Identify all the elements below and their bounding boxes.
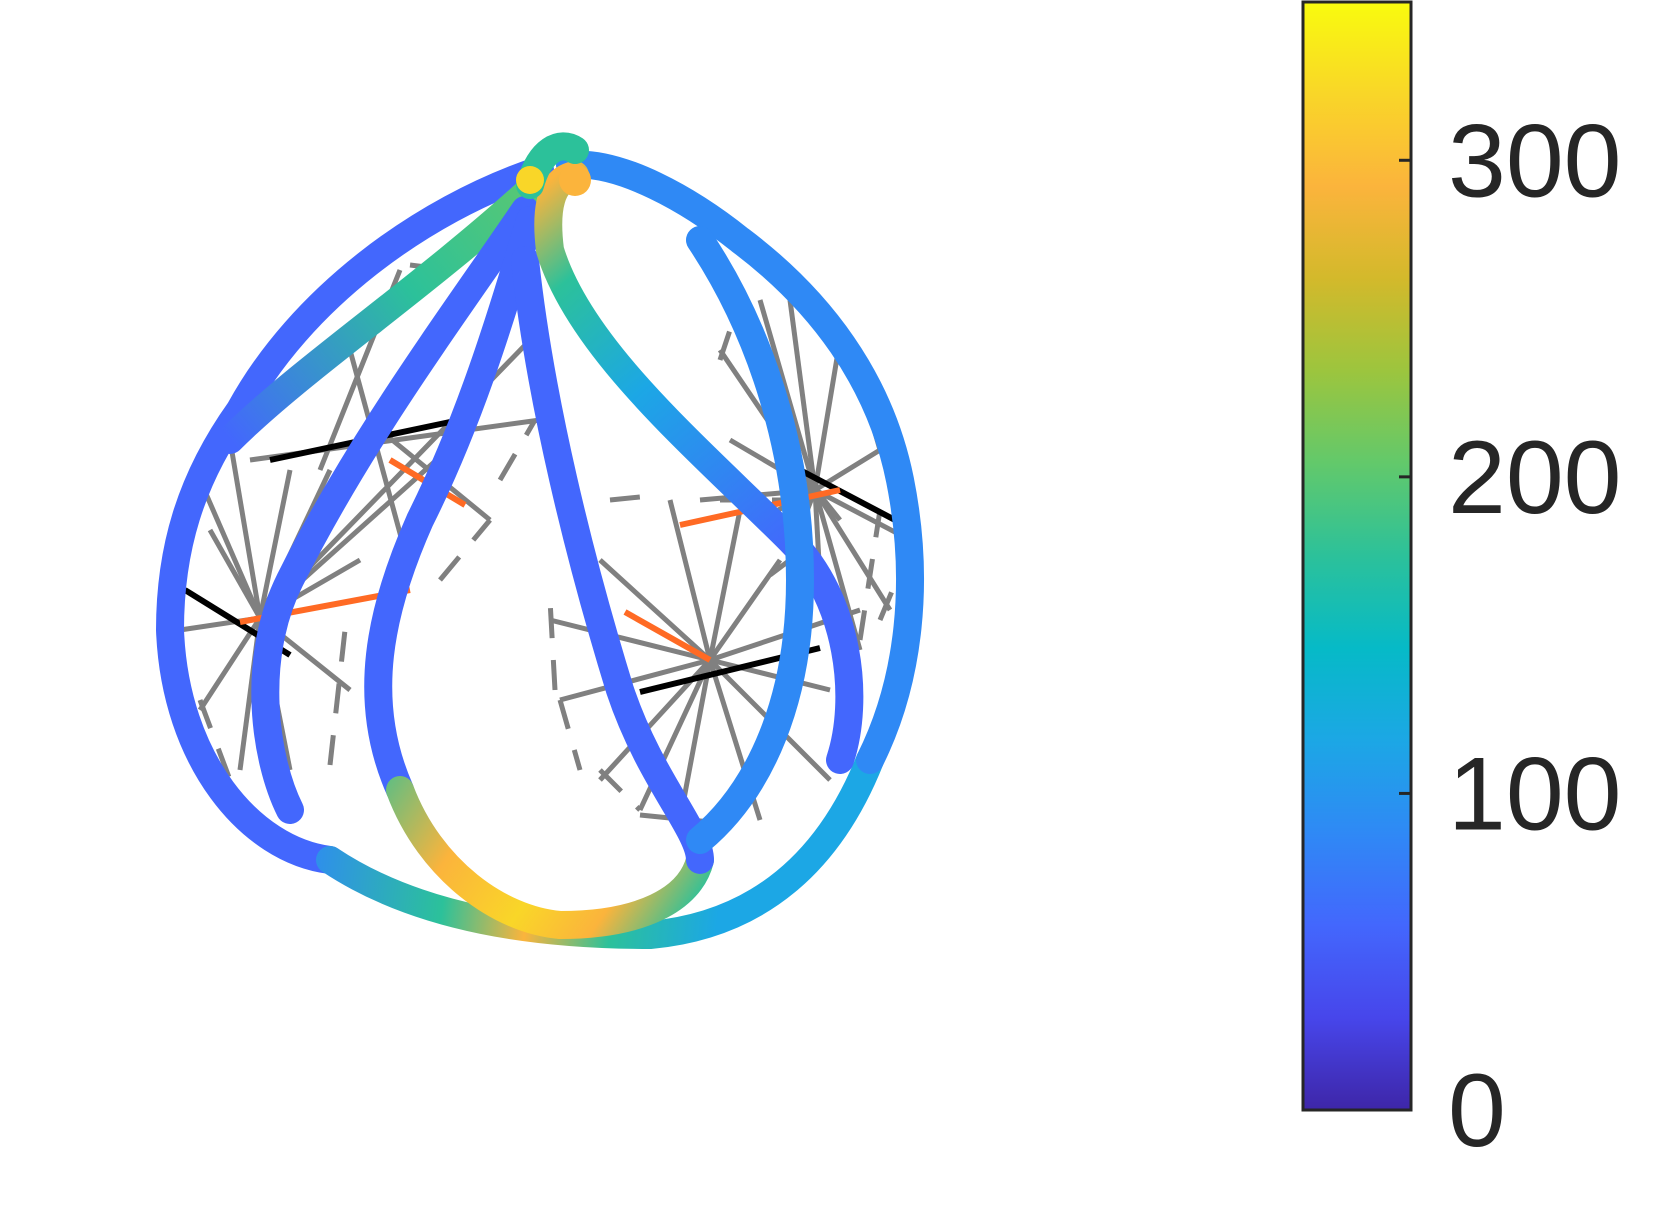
tube-left-inner-bottom bbox=[386, 776, 714, 939]
tube-center bbox=[511, 246, 714, 874]
tube-top-arch-left bbox=[216, 176, 544, 454]
tube-outer-left bbox=[156, 156, 554, 874]
tube-left-inner bbox=[364, 206, 544, 804]
colorbar-ticks: 0 100 200 300 bbox=[1399, 103, 1622, 1169]
tube-cross-left bbox=[251, 196, 539, 824]
colored-tubes bbox=[156, 132, 924, 949]
colorbar-tick-label: 300 bbox=[1448, 103, 1622, 219]
tube-outer-bottom bbox=[316, 746, 884, 949]
colorbar: 0 100 200 300 bbox=[1301, 0, 1622, 1169]
tube-top-arch-right bbox=[534, 161, 864, 774]
colorbar-tick-label: 200 bbox=[1448, 420, 1622, 536]
colorbar-gradient bbox=[1301, 0, 1413, 1112]
tube-right-inner bbox=[686, 226, 814, 854]
colorbar-tick-label: 100 bbox=[1448, 736, 1622, 852]
tube-outer-right bbox=[556, 150, 924, 774]
colorbar-tick-label: 0 bbox=[1448, 1053, 1506, 1169]
